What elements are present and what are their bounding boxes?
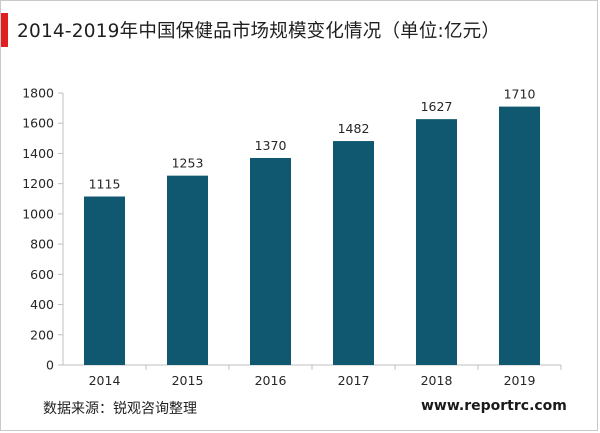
y-tick-label: 1200 (22, 176, 54, 191)
x-tick-label-2015: 2015 (172, 373, 204, 388)
x-tick-label-2019: 2019 (504, 373, 536, 388)
y-tick-label: 1600 (22, 116, 54, 131)
data-label-2018: 1627 (421, 99, 453, 114)
bar-2019 (499, 106, 540, 365)
bar-2017 (333, 141, 374, 365)
title-accent-bar (1, 13, 8, 47)
data-label-2015: 1253 (172, 156, 204, 171)
y-tick-label: 600 (30, 267, 54, 282)
y-tick-label: 400 (30, 297, 54, 312)
chart-title: 2014-2019年中国保健品市场规模变化情况（单位:亿元） (17, 21, 501, 42)
title-bar: 2014-2019年中国保健品市场规模变化情况（单位:亿元） (1, 13, 597, 47)
data-source-note: 数据来源：锐观咨询整理 (43, 401, 197, 417)
data-label-2019: 1710 (504, 87, 536, 102)
y-tick-label: 1800 (22, 86, 54, 101)
x-tick-label-2017: 2017 (338, 373, 370, 388)
data-label-2014: 1115 (89, 177, 121, 192)
y-tick-label: 1400 (22, 146, 54, 161)
data-label-2017: 1482 (338, 121, 370, 136)
x-tick-label-2018: 2018 (421, 373, 453, 388)
bar-2018 (416, 119, 457, 366)
y-tick-label: 800 (30, 237, 54, 252)
website-link[interactable]: www.reportrc.com (421, 398, 567, 414)
y-tick-label: 0 (46, 358, 54, 373)
bar-2014 (84, 196, 125, 365)
bar-2015 (167, 175, 208, 365)
x-tick-label-2016: 2016 (255, 373, 287, 388)
y-tick-label: 200 (30, 327, 54, 342)
data-label-2016: 1370 (255, 138, 287, 153)
x-tick-label-2014: 2014 (89, 373, 121, 388)
bar-2016 (250, 157, 291, 365)
y-tick-label: 1000 (22, 206, 54, 221)
